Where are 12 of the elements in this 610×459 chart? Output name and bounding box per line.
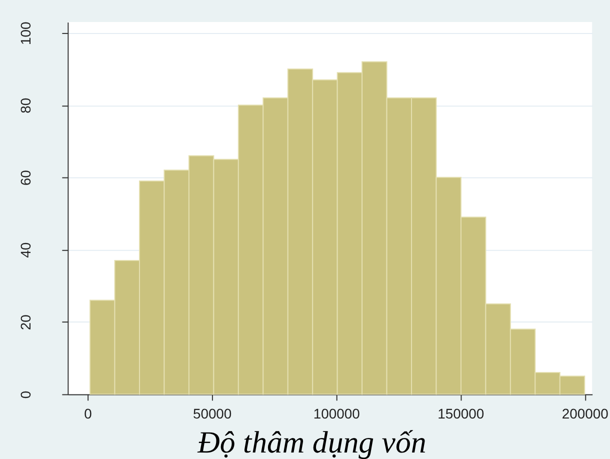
y-tick-label: 20 [17,314,34,330]
x-tick-label: 200000 [562,406,609,422]
y-tick-label: 100 [17,21,34,45]
y-tick-label: 40 [17,242,34,258]
x-axis-title: Độ thâm dụng vốn [196,425,426,459]
y-tick-label: 0 [17,390,34,399]
x-tick-label: 50000 [192,406,232,422]
x-tick-label: 0 [84,406,92,422]
x-tick-label: 150000 [438,406,484,422]
y-tick-label: 60 [17,170,34,186]
y-tick-label: 80 [17,98,34,114]
x-tick-label: 100000 [313,406,360,422]
